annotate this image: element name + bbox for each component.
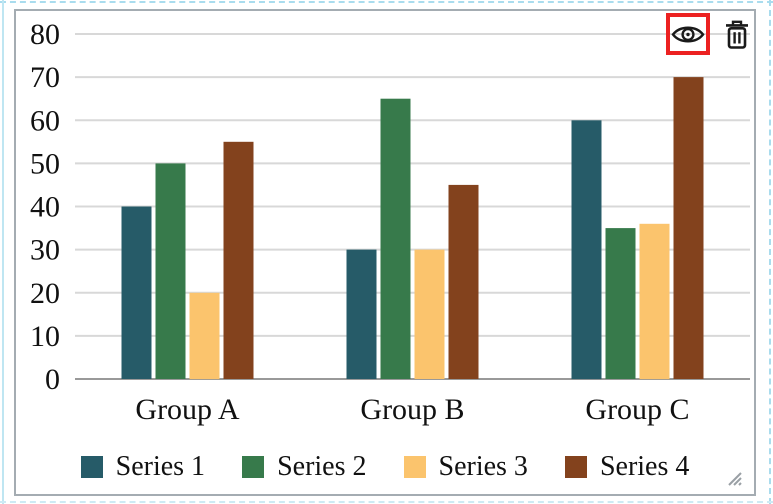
legend-swatch <box>403 456 426 478</box>
legend-item-series-3: Series 3 <box>403 451 528 482</box>
bar-series-1-group-a <box>121 206 152 379</box>
y-axis-tick-label: 50 <box>30 147 60 180</box>
trash-icon <box>726 20 748 49</box>
x-axis-category-label: Group C <box>585 393 689 426</box>
bar-chart-svg: 0 10 20 30 40 50 60 70 80 Group A Group B Group C <box>30 18 750 426</box>
y-axis-tick-label: 20 <box>30 277 60 310</box>
visibility-button[interactable] <box>666 13 710 55</box>
canvas-guide-bottom <box>0 501 773 503</box>
bar-series-4-group-c <box>673 77 704 379</box>
y-axis-tick-label: 30 <box>30 234 60 267</box>
x-axis-category-label: Group A <box>135 393 240 426</box>
y-axis-tick-label: 40 <box>30 191 60 224</box>
y-axis-tick-label: 70 <box>30 61 60 94</box>
bar-series-4-group-b <box>448 184 479 379</box>
y-axis-tick-label: 80 <box>30 18 60 51</box>
legend-swatch <box>242 456 265 478</box>
legend-item-series-1: Series 1 <box>80 451 206 482</box>
chart-toolbar <box>666 13 751 55</box>
legend: Series 1 Series 2 Series 3 Series 4 <box>16 453 754 481</box>
delete-button[interactable] <box>723 18 751 51</box>
bar-series-3-group-b <box>414 249 445 379</box>
legend-swatch <box>80 456 103 478</box>
resize-grip-icon[interactable] <box>725 469 743 487</box>
bar-series-4-group-a <box>223 141 254 379</box>
canvas-guide-right <box>769 0 771 504</box>
bar-series-3-group-c <box>639 223 670 380</box>
legend-swatch <box>564 456 587 478</box>
legend-item-series-4: Series 4 <box>564 451 690 482</box>
bar-series-1-group-b <box>346 249 377 379</box>
y-axis-tick-label: 0 <box>45 363 60 396</box>
legend-label: Series 4 <box>599 451 690 482</box>
legend-label: Series 2 <box>277 451 367 482</box>
y-axis-tick-label: 10 <box>30 320 60 353</box>
chart-widget[interactable]: 0 10 20 30 40 50 60 70 80 Group A Group B Group C <box>14 9 756 496</box>
bar-series-3-group-a <box>189 292 220 380</box>
legend-label: Series 3 <box>438 451 528 482</box>
legend-item-series-2: Series 2 <box>242 451 367 482</box>
y-axis-tick-label: 60 <box>30 104 60 137</box>
legend-label: Series 1 <box>115 451 206 482</box>
x-axis-category-label: Group B <box>360 393 464 426</box>
canvas-guide-left <box>2 0 4 504</box>
bar-series-1-group-c <box>571 120 602 380</box>
canvas-guide-top <box>0 1 773 3</box>
bar-series-2-group-c <box>605 228 636 379</box>
bar-series-2-group-b <box>380 98 411 379</box>
bar-series-2-group-a <box>155 163 186 379</box>
eye-icon <box>671 26 705 42</box>
